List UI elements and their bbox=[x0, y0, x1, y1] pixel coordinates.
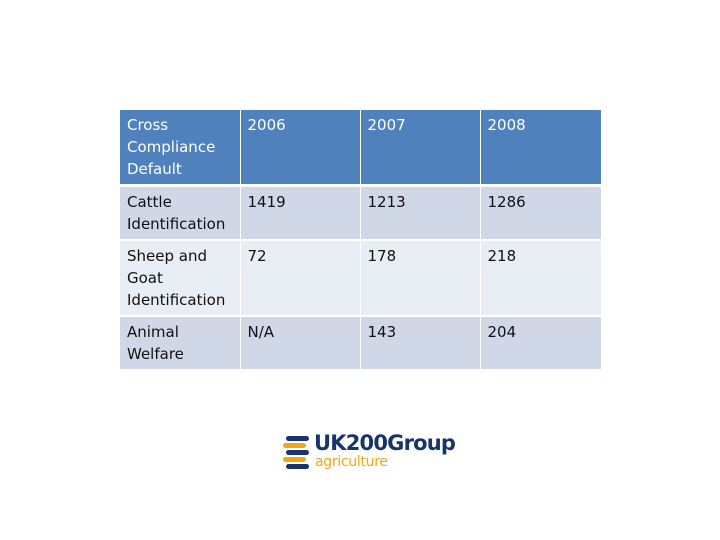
value-cell: N/A bbox=[240, 316, 361, 369]
value-cell: 143 bbox=[360, 316, 481, 369]
header-row: Cross Compliance Default 2006 2007 2008 bbox=[120, 110, 601, 187]
compliance-table: Cross Compliance Default 2006 2007 2008 … bbox=[120, 110, 601, 369]
logo-title: UK200Group bbox=[314, 431, 456, 455]
logo-stripes-icon bbox=[283, 436, 309, 469]
value-cell: 1419 bbox=[240, 185, 361, 241]
header-cell-category: Cross Compliance Default bbox=[120, 110, 241, 187]
table-row: Cattle Identification 1419 1213 1286 bbox=[120, 185, 601, 241]
row-label-cell: Sheep and Goat Identification bbox=[120, 240, 241, 317]
header-cell-2008: 2008 bbox=[480, 110, 601, 187]
table-body: Cattle Identification 1419 1213 1286 She… bbox=[120, 185, 601, 369]
row-label-cell: Animal Welfare bbox=[120, 316, 241, 369]
header-cell-2007: 2007 bbox=[360, 110, 481, 187]
table-row: Sheep and Goat Identification 72 178 218 bbox=[120, 240, 601, 317]
row-label-cell: Cattle Identification bbox=[120, 185, 241, 241]
value-cell: 204 bbox=[480, 316, 601, 369]
uk200group-logo: UK200Group agriculture bbox=[283, 431, 456, 473]
value-cell: 72 bbox=[240, 240, 361, 317]
value-cell: 1286 bbox=[480, 185, 601, 241]
table-header: Cross Compliance Default 2006 2007 2008 bbox=[120, 110, 601, 187]
value-cell: 178 bbox=[360, 240, 481, 317]
table-row: Animal Welfare N/A 143 204 bbox=[120, 316, 601, 369]
logo-subtitle: agriculture bbox=[315, 454, 388, 470]
value-cell: 218 bbox=[480, 240, 601, 317]
header-cell-2006: 2006 bbox=[240, 110, 361, 187]
value-cell: 1213 bbox=[360, 185, 481, 241]
